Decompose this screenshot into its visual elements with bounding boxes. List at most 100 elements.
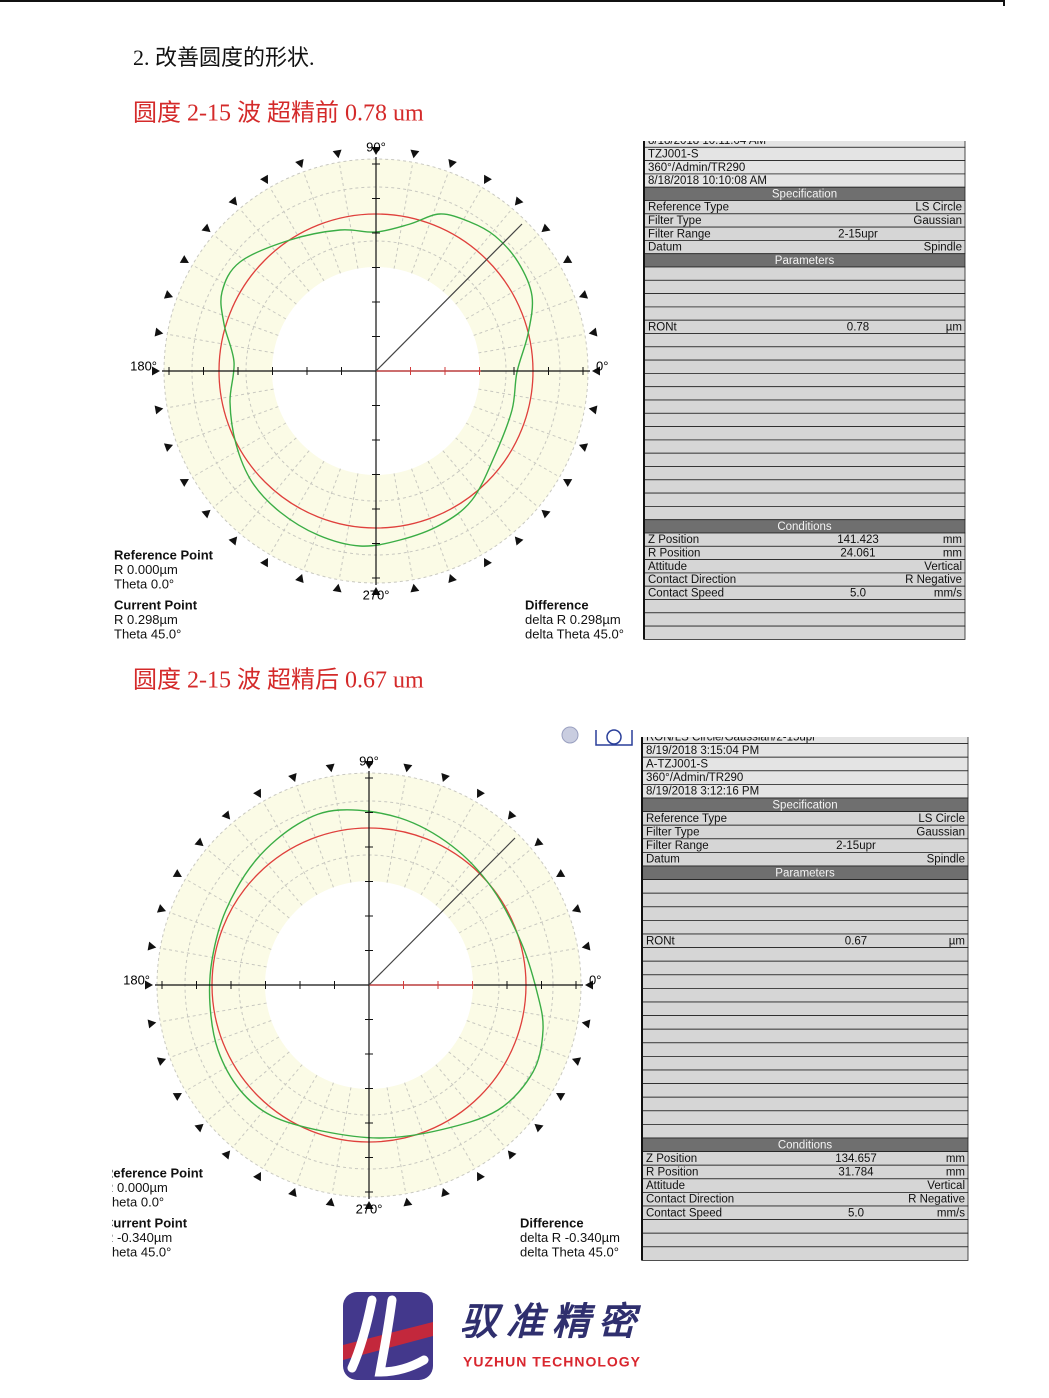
reference-point-line: Theta 0.0° [114,576,174,591]
table-cell: Z Position [646,1153,697,1165]
table-cell: Vertical [924,561,962,573]
logo-english: YUZHUN TECHNOLOGY [463,1354,641,1370]
angle-marker [448,158,457,169]
table-row [643,426,966,441]
table-cell: Parameters [775,255,835,267]
table-cell: RON/LS Circle/Gaussian/2-15upr [646,731,816,743]
profile [208,809,544,1139]
toolbar-icon [595,730,633,746]
table-row [641,1001,969,1017]
top-rule [0,0,1005,2]
table-row [643,399,966,414]
angle-marker [534,837,544,847]
angle-marker [534,1123,544,1133]
angle-marker [556,1093,566,1101]
table-cell: mm/s [934,587,962,599]
table-cell: R Position [646,1167,698,1179]
table-cell: Contact Speed [646,1207,722,1219]
table-row [643,359,966,374]
table-cell: Datum [648,242,682,254]
table-row [643,293,966,308]
content: 圆度 2-15 波 超精前 0.78 um 90° 270° 180° 0° Refere… [104,100,969,1261]
profile [220,213,534,547]
grid-radial [169,1020,272,1058]
grid-radial [404,785,442,888]
table-row [643,372,966,388]
table-cell: mm [943,547,962,559]
reference-point-line: R 0.000µm [104,1180,168,1195]
table-cell: Datum [646,854,680,866]
angle-marker [592,366,600,376]
angle-marker [563,255,573,263]
angle-marker [253,788,261,798]
table-row [641,1015,969,1030]
table-row [641,1083,969,1098]
angle-marker [295,158,304,169]
table-row [641,1042,969,1057]
table-cell: Conditions [778,1139,833,1151]
table-cell: Conditions [777,521,832,533]
grid-radial [442,450,513,534]
angle-marker [484,558,492,568]
table-cell: 31.784 [838,1167,874,1179]
polar-plot: 90° 270° 180° 0° [123,753,601,1216]
table-cell: 134.657 [835,1153,877,1165]
angle-marker [581,1019,591,1029]
top-rule-end [1003,0,1005,6]
grid-radial [411,171,449,274]
table-cell: 360°/Admin/TR290 [648,162,745,174]
table-cell: Filter Type [646,827,699,839]
angle-marker [507,1150,517,1160]
table-row [641,947,969,962]
current-vector [375,223,523,372]
angle-label: 270° [363,587,390,602]
grid-radial [176,298,279,336]
table-cell: 8/18/2018 10:11:04 AM [648,135,766,147]
reference-point-line: R 0.000µm [114,562,178,577]
table-cell: Specification [772,188,837,200]
table-row [641,1232,969,1248]
angle-marker [295,573,304,584]
table-row [643,333,966,348]
angle-marker [260,174,268,184]
angle-marker [410,583,420,593]
table-row [643,412,966,427]
grid-radial [213,234,297,305]
table-row [643,479,966,494]
table-row [641,1110,969,1125]
angle-marker [228,536,238,546]
grid-radial [466,1020,569,1058]
table-row [641,852,969,867]
grid-radial [213,437,297,508]
table-cell: R Negative [908,1194,965,1206]
angle-marker [156,1057,167,1066]
angle-marker [201,223,211,233]
table-cell: µm [949,935,965,947]
table-cell: Contact Speed [648,587,724,599]
angle-marker [145,980,153,990]
table-cell: mm [943,534,962,546]
table-row [641,1246,969,1261]
angle-marker [253,1172,261,1182]
table-cell: LS Circle [915,202,962,214]
angle-marker [364,1201,374,1209]
heading: 2. 改善圆度的形状. [133,45,315,70]
table-row [641,1219,969,1234]
difference-title: Difference [525,597,589,612]
angle-marker [154,327,164,337]
table-cell: R Position [648,547,700,559]
table-cell: Specification [772,799,837,811]
table-row [643,466,966,481]
angle-marker [571,904,582,913]
table-row [641,1069,969,1085]
angle-marker [288,1187,297,1198]
angle-marker [221,810,231,820]
difference-line: delta R 0.298µm [525,612,621,627]
grid-radial [176,406,279,444]
angle-label: 90° [359,753,379,768]
logo-letters [347,1295,429,1377]
angle-marker [147,941,157,951]
angle-marker [325,1197,335,1207]
table-cell: 8/18/2018 10:10:08 AM [648,175,767,187]
table-row [641,920,969,935]
